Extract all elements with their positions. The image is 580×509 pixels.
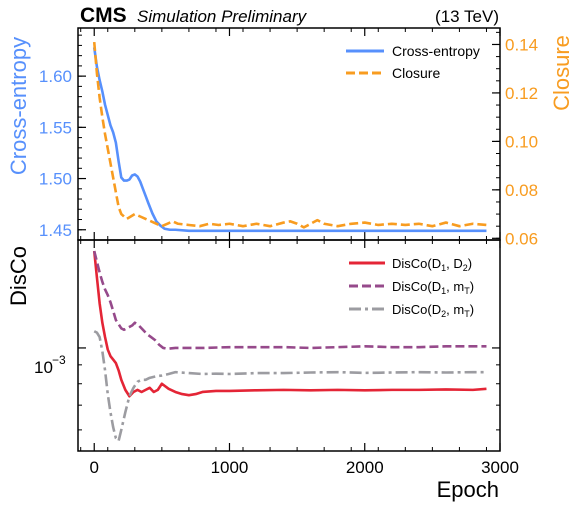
- legend-label-disco-d2-mt: DisCo(D2, mT): [392, 302, 474, 319]
- y-tick-label-left: 1.55: [39, 118, 72, 137]
- y-tick-label-bottom-exponent: −3: [52, 353, 66, 367]
- y-tick-label-right: 0.12: [505, 84, 538, 103]
- y-axis-title-left: Cross-entropy: [6, 37, 31, 175]
- bottom-panel-series: [92, 250, 487, 443]
- y-tick-label-right: 0.14: [505, 35, 538, 54]
- x-axis-title: Epoch: [437, 477, 499, 502]
- legend-label-disco-d1-d2: DisCo(D1, D2): [392, 256, 472, 273]
- bottom-panel-ticks: 0 1000 2000 3000: [78, 240, 519, 477]
- bottom-series-line-disco-d2-mt: [93, 330, 487, 443]
- bottom-panel-frame: [77, 239, 501, 452]
- bottom-series-line-disco-d1-d2: [92, 250, 487, 398]
- y-tick-label-right: 0.06: [505, 229, 538, 248]
- y-tick-label-right: 0.10: [505, 132, 538, 151]
- cms-label: CMS: [80, 4, 127, 27]
- bottom-series-line-disco-d1-mt: [92, 250, 487, 351]
- y-tick-label-bottom-base: 10: [34, 358, 53, 377]
- legend-bottom: DisCo(D1, D2) DisCo(D1, mT) DisCo(D2, mT…: [349, 256, 474, 319]
- y-tick-label-left: 1.45: [39, 221, 72, 240]
- top-series-line-closure: [92, 41, 487, 229]
- top-panel-series: [92, 41, 487, 233]
- legend-label-cross-entropy: Cross-entropy: [392, 43, 480, 59]
- status-label: Simulation Preliminary: [137, 7, 308, 26]
- energy-label: (13 TeV): [435, 7, 499, 26]
- x-tick-label: 0: [89, 458, 98, 477]
- x-tick-label: 3000: [481, 458, 519, 477]
- x-tick-label: 1000: [211, 458, 249, 477]
- legend-top: Cross-entropy Closure: [346, 43, 480, 81]
- y-axis-title-right: Closure: [549, 35, 574, 111]
- legend-label-disco-d1-mt: DisCo(D1, mT): [392, 279, 474, 296]
- y-axis-title-bottom: DisCo: [6, 246, 31, 306]
- x-tick-label: 2000: [346, 458, 384, 477]
- y-tick-label-right: 0.08: [505, 181, 538, 200]
- y-tick-label-left: 1.60: [39, 67, 72, 86]
- y-tick-label-left: 1.50: [39, 170, 72, 189]
- legend-label-closure: Closure: [392, 65, 440, 81]
- top-panel-frame: [77, 27, 501, 241]
- top-series-line-cross-entropy: [92, 47, 487, 233]
